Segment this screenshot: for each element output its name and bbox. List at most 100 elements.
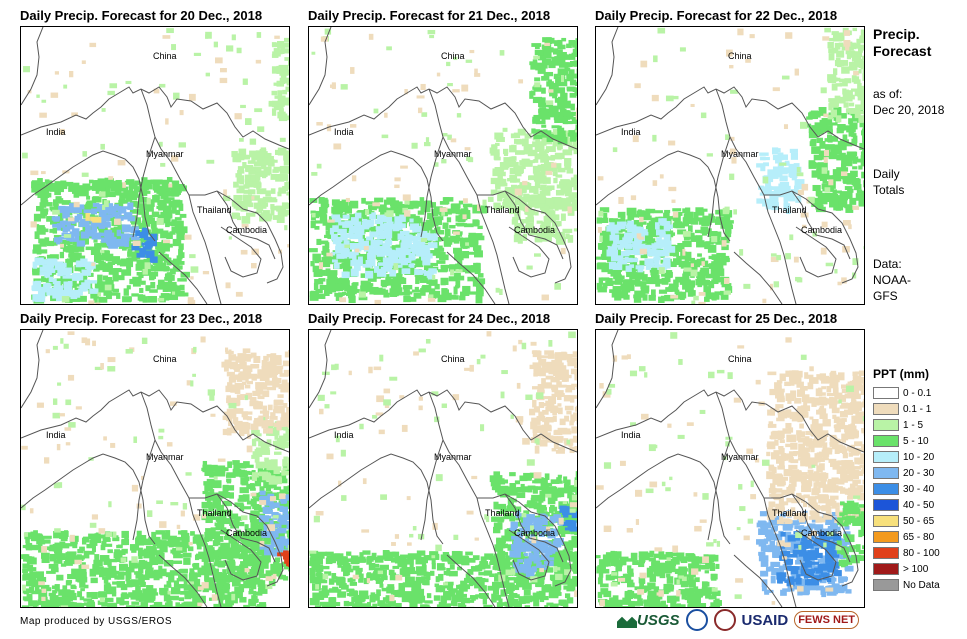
precip-cell bbox=[658, 218, 663, 224]
forecast-map: China India Myanmar Thailand Cambodia bbox=[20, 329, 290, 608]
precip-cell bbox=[731, 157, 737, 164]
precip-cell bbox=[243, 154, 250, 160]
precip-cell bbox=[41, 588, 47, 593]
precip-cell bbox=[57, 268, 63, 277]
precip-cell bbox=[220, 518, 231, 523]
precip-cell bbox=[451, 236, 461, 242]
precip-cell bbox=[124, 535, 129, 543]
precip-cell bbox=[834, 42, 841, 50]
precip-cell bbox=[284, 556, 289, 564]
precip-cell bbox=[178, 142, 186, 148]
precip-cell bbox=[341, 199, 349, 207]
precip-cell bbox=[235, 356, 246, 363]
precip-cell bbox=[818, 150, 826, 157]
precip-cell bbox=[259, 213, 267, 222]
precip-cell bbox=[715, 209, 722, 215]
precip-cell bbox=[540, 141, 547, 146]
precip-cell bbox=[285, 87, 289, 91]
precip-cell bbox=[77, 591, 83, 598]
precip-cell bbox=[193, 346, 197, 353]
precip-cell bbox=[139, 287, 144, 293]
precip-cell bbox=[273, 466, 282, 471]
precip-cell bbox=[221, 513, 227, 520]
precip-cell bbox=[326, 252, 333, 257]
precip-cell bbox=[275, 533, 282, 540]
precip-cell bbox=[32, 605, 38, 607]
precip-cell bbox=[278, 574, 286, 580]
precip-cell bbox=[119, 262, 127, 267]
precip-cell bbox=[834, 59, 845, 67]
precip-cell bbox=[608, 224, 619, 229]
country-label-china: China bbox=[153, 354, 177, 364]
precip-cell bbox=[286, 166, 289, 171]
precip-cell bbox=[767, 169, 778, 177]
precip-cell bbox=[264, 152, 272, 158]
precip-cell bbox=[412, 235, 418, 244]
precip-cell bbox=[212, 540, 219, 547]
precip-cell bbox=[227, 461, 233, 468]
precip-cell bbox=[54, 71, 59, 75]
precip-cell bbox=[138, 566, 144, 574]
precip-cell bbox=[261, 360, 268, 368]
precip-cell bbox=[617, 211, 626, 218]
precip-cell bbox=[620, 215, 626, 223]
precip-cell bbox=[309, 248, 318, 253]
precip-cell bbox=[557, 82, 568, 87]
precip-cell bbox=[192, 597, 199, 604]
precip-cell bbox=[121, 269, 132, 276]
precip-cell bbox=[646, 230, 656, 235]
precip-cell bbox=[109, 558, 118, 563]
precip-cell bbox=[433, 220, 439, 226]
precip-cell bbox=[140, 602, 149, 607]
precip-cell bbox=[823, 157, 828, 163]
precip-cell bbox=[60, 534, 68, 542]
precip-cell bbox=[69, 253, 78, 261]
precip-cell bbox=[80, 588, 85, 592]
precip-cell bbox=[86, 543, 96, 549]
precip-cell bbox=[464, 223, 474, 228]
precip-cell bbox=[836, 127, 844, 134]
precip-cell bbox=[255, 174, 260, 183]
precip-cell bbox=[283, 158, 289, 166]
precip-cell bbox=[230, 548, 240, 556]
precip-cell bbox=[288, 392, 289, 400]
precip-cell bbox=[264, 520, 271, 525]
precip-cell bbox=[287, 244, 289, 248]
precip-cell bbox=[264, 459, 274, 466]
precip-cell bbox=[247, 182, 253, 186]
precip-cell bbox=[182, 606, 190, 607]
precip-cell bbox=[160, 540, 167, 545]
precip-cell bbox=[847, 125, 856, 131]
precip-cell bbox=[366, 225, 374, 231]
precip-cell bbox=[170, 502, 179, 506]
precip-cell bbox=[280, 497, 287, 504]
precip-cell bbox=[268, 102, 274, 107]
precip-cell bbox=[62, 267, 72, 274]
precip-cell bbox=[535, 120, 546, 125]
precip-cell bbox=[270, 412, 276, 418]
precip-cell bbox=[321, 250, 328, 255]
precip-cell bbox=[849, 197, 857, 205]
precip-cell bbox=[856, 189, 863, 194]
precip-cell bbox=[524, 181, 530, 190]
precip-cell bbox=[276, 65, 287, 74]
precip-cell bbox=[567, 187, 572, 196]
precip-cell bbox=[71, 290, 77, 295]
precip-cell bbox=[179, 213, 187, 218]
precip-cell bbox=[350, 67, 355, 74]
precip-cell bbox=[225, 282, 231, 289]
precip-cell bbox=[499, 182, 508, 187]
precip-cell bbox=[419, 239, 425, 245]
precip-cell bbox=[571, 192, 577, 199]
precip-cell bbox=[435, 230, 445, 235]
precip-cell bbox=[249, 138, 257, 145]
precip-cell bbox=[831, 175, 842, 182]
precip-cell bbox=[75, 406, 82, 410]
precip-cell bbox=[138, 273, 144, 279]
precip-cell bbox=[74, 244, 79, 250]
precip-cell bbox=[596, 256, 604, 260]
precip-cell bbox=[56, 597, 62, 604]
precip-cell bbox=[226, 415, 233, 422]
precip-cell bbox=[79, 546, 85, 552]
precip-cell bbox=[326, 278, 336, 287]
